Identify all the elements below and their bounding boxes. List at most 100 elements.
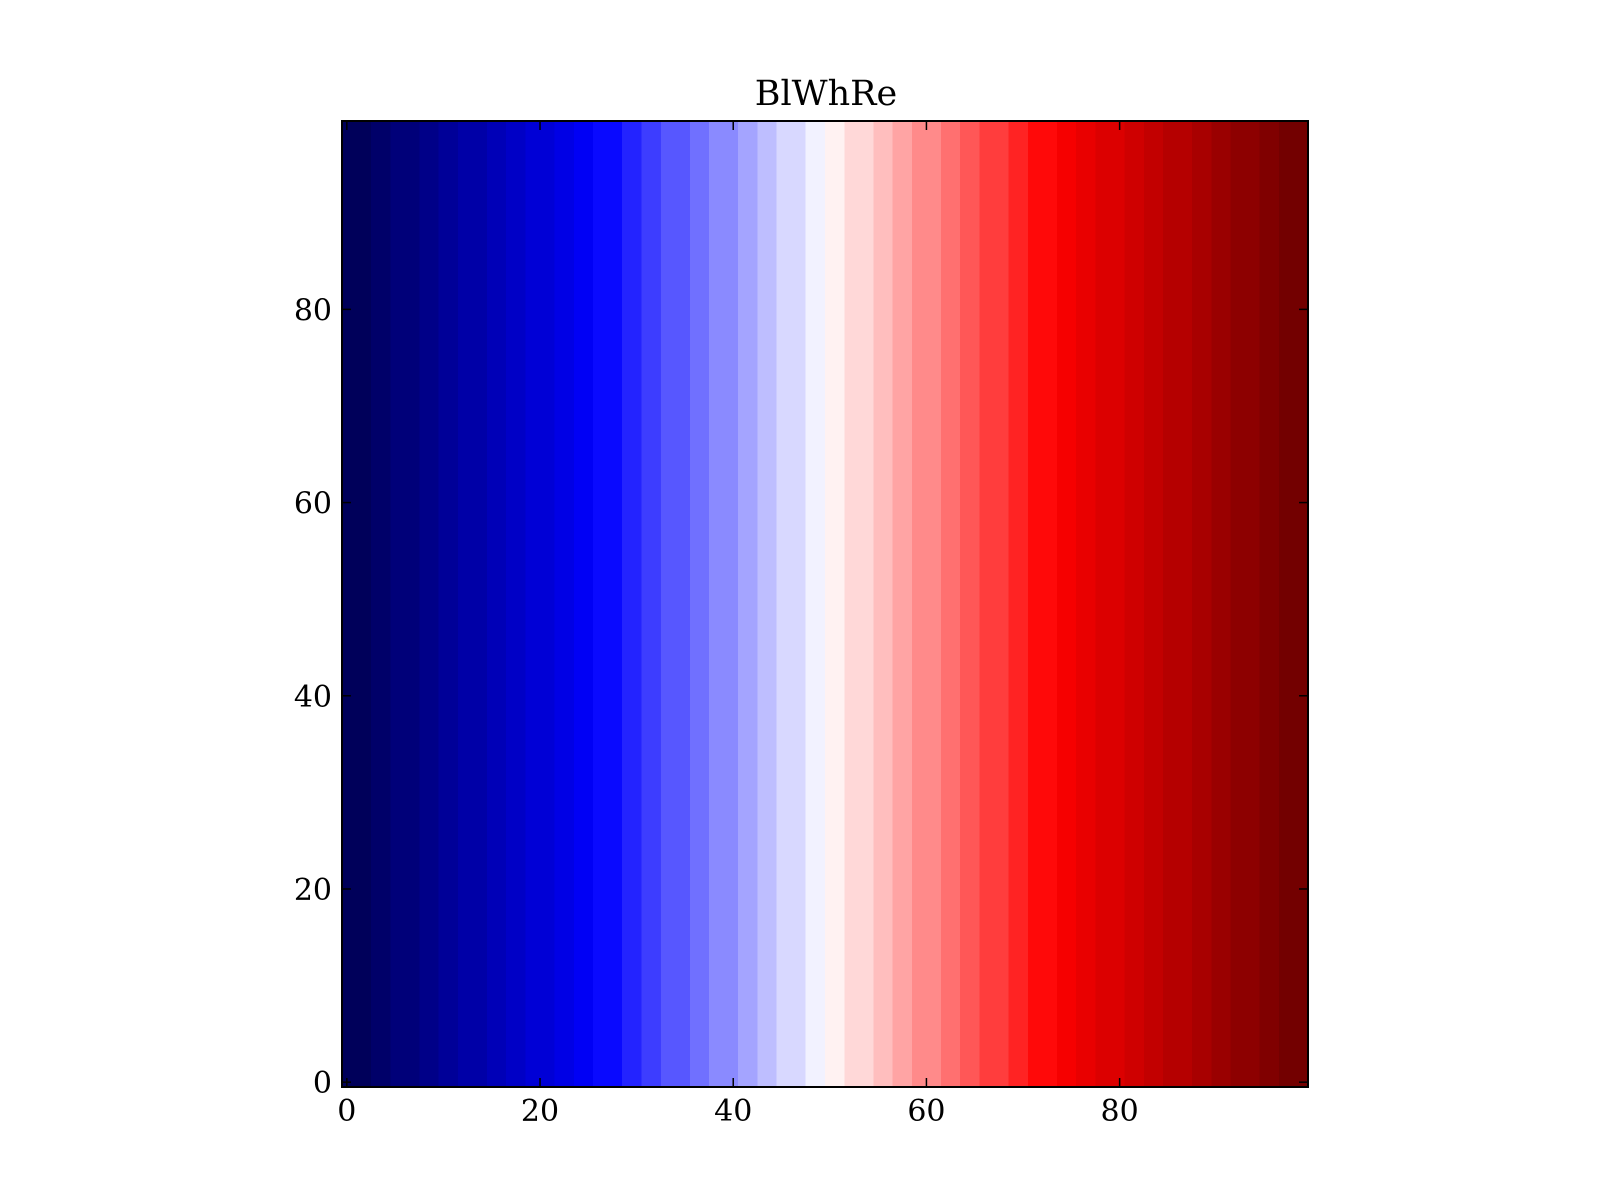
y-tick-label: 40 bbox=[294, 680, 332, 715]
axis-ticks bbox=[342, 121, 1308, 1087]
heatmap-cell-column bbox=[1163, 121, 1174, 1087]
heatmap-cell-column bbox=[1114, 121, 1126, 1087]
heatmap-cell-column bbox=[670, 121, 681, 1087]
heatmap-cell-column bbox=[525, 121, 536, 1087]
plot-frame bbox=[341, 120, 1309, 1088]
y-tick-label: 0 bbox=[313, 1066, 332, 1101]
heatmap-cell-column bbox=[892, 121, 903, 1087]
heatmap-cell-column bbox=[1153, 121, 1164, 1087]
heatmap-cell-column bbox=[1172, 121, 1184, 1087]
heatmap-cell-column bbox=[882, 121, 894, 1087]
heatmap-cell-column bbox=[1037, 121, 1048, 1087]
y-axis-tick-labels: 0 20 40 60 80 bbox=[294, 293, 332, 1101]
heatmap-cell-column bbox=[1143, 121, 1155, 1087]
heatmap-cell-column bbox=[477, 121, 488, 1087]
heatmap-cell-column bbox=[1221, 121, 1232, 1087]
heatmap-cell-column bbox=[699, 121, 710, 1087]
heatmap-cell-column bbox=[776, 121, 787, 1087]
heatmap-cell-column bbox=[361, 121, 372, 1087]
heatmap-cell-column bbox=[1027, 121, 1039, 1087]
heatmap-cell-column bbox=[1240, 121, 1251, 1087]
heatmap-cell-column bbox=[815, 121, 826, 1087]
heatmap-cell-column bbox=[651, 121, 662, 1087]
heatmap-cell-column bbox=[1279, 121, 1290, 1087]
heatmap-cell-column bbox=[457, 121, 469, 1087]
heatmap-cell-column bbox=[467, 121, 478, 1087]
x-tick-label: 20 bbox=[521, 1094, 559, 1129]
chart-title: BlWhRe bbox=[755, 74, 898, 114]
heatmap-cell-column bbox=[786, 121, 797, 1087]
heatmap-cell-column bbox=[709, 121, 720, 1087]
heatmap-cell-column bbox=[419, 121, 430, 1087]
heatmap-cell-column bbox=[1201, 121, 1212, 1087]
heatmap-cell-column bbox=[515, 121, 527, 1087]
y-tick-label: 60 bbox=[294, 487, 332, 522]
x-tick-label: 80 bbox=[1101, 1094, 1139, 1129]
heatmap-cell-column bbox=[399, 121, 411, 1087]
heatmap-cell-column bbox=[979, 121, 990, 1087]
heatmap-cell-column bbox=[486, 121, 498, 1087]
y-tick-label: 20 bbox=[294, 873, 332, 908]
heatmap-cell-column bbox=[805, 121, 816, 1087]
heatmap-cell-column bbox=[1182, 121, 1193, 1087]
heatmap-cell-column bbox=[622, 121, 633, 1087]
heatmap-cell-column bbox=[573, 121, 585, 1087]
heatmap-cell-column bbox=[438, 121, 449, 1087]
heatmap-cell-column bbox=[1047, 121, 1058, 1087]
heatmap-cell-column bbox=[911, 121, 923, 1087]
heatmap-cells bbox=[342, 121, 1309, 1087]
heatmap-cell-column bbox=[535, 121, 546, 1087]
heatmap-cell-column bbox=[969, 121, 981, 1087]
heatmap-cell-column bbox=[853, 121, 865, 1087]
heatmap-cell-column bbox=[1134, 121, 1145, 1087]
heatmap-cell-column bbox=[506, 121, 517, 1087]
heatmap-cell-column bbox=[564, 121, 575, 1087]
heatmap-cell-column bbox=[738, 121, 749, 1087]
heatmap-cell-column bbox=[680, 121, 691, 1087]
heatmap-cell-column bbox=[1095, 121, 1106, 1087]
heatmap-cell-column bbox=[767, 121, 778, 1087]
heatmap-cell-column bbox=[1105, 121, 1116, 1087]
heatmap-cell-column bbox=[940, 121, 952, 1087]
heatmap-cell-column bbox=[631, 121, 643, 1087]
heatmap-cell-column bbox=[370, 121, 382, 1087]
heatmap-cell-column bbox=[1298, 121, 1309, 1087]
heatmap-cell-column bbox=[1018, 121, 1029, 1087]
heatmap-cell-column bbox=[689, 121, 701, 1087]
heatmap-cell-column bbox=[448, 121, 459, 1087]
heatmap-cell-column bbox=[960, 121, 971, 1087]
heatmap-cell-column bbox=[757, 121, 768, 1087]
heatmap-cell-column bbox=[554, 121, 565, 1087]
heatmap-cell-column bbox=[844, 121, 855, 1087]
heatmap-cell-column bbox=[1250, 121, 1261, 1087]
heatmap-cell-column bbox=[989, 121, 1000, 1087]
heatmap-cell-column bbox=[428, 121, 440, 1087]
heatmap-cell-column bbox=[1066, 121, 1077, 1087]
heatmap-cell-column bbox=[593, 121, 604, 1087]
heatmap-cell-column bbox=[1192, 121, 1203, 1087]
heatmap-cell-column bbox=[1056, 121, 1068, 1087]
heatmap-cell-column bbox=[902, 121, 913, 1087]
heatmap-cell-column bbox=[718, 121, 729, 1087]
heatmap-cell-column bbox=[1269, 121, 1280, 1087]
heatmap-cell-column bbox=[998, 121, 1010, 1087]
x-tick-label: 60 bbox=[907, 1094, 945, 1129]
heatmap-cell-column bbox=[544, 121, 556, 1087]
heatmap-cell-column bbox=[1085, 121, 1097, 1087]
heatmap-cell-column bbox=[351, 121, 362, 1087]
heatmap-cell-column bbox=[342, 121, 353, 1087]
heatmap-cell-column bbox=[931, 121, 942, 1087]
heatmap-cell-column bbox=[1124, 121, 1135, 1087]
heatmap-cell-column bbox=[921, 121, 932, 1087]
heatmap-cell-column bbox=[602, 121, 614, 1087]
heatmap-cell-column bbox=[380, 121, 391, 1087]
heatmap-cell-column bbox=[873, 121, 884, 1087]
heatmap-cell-column bbox=[834, 121, 845, 1087]
x-tick-label: 40 bbox=[714, 1094, 752, 1129]
heatmap-cell-column bbox=[825, 121, 836, 1087]
heatmap-cell-column bbox=[1259, 121, 1270, 1087]
heatmap-cell-column bbox=[950, 121, 961, 1087]
heatmap-cell-column bbox=[641, 121, 652, 1087]
